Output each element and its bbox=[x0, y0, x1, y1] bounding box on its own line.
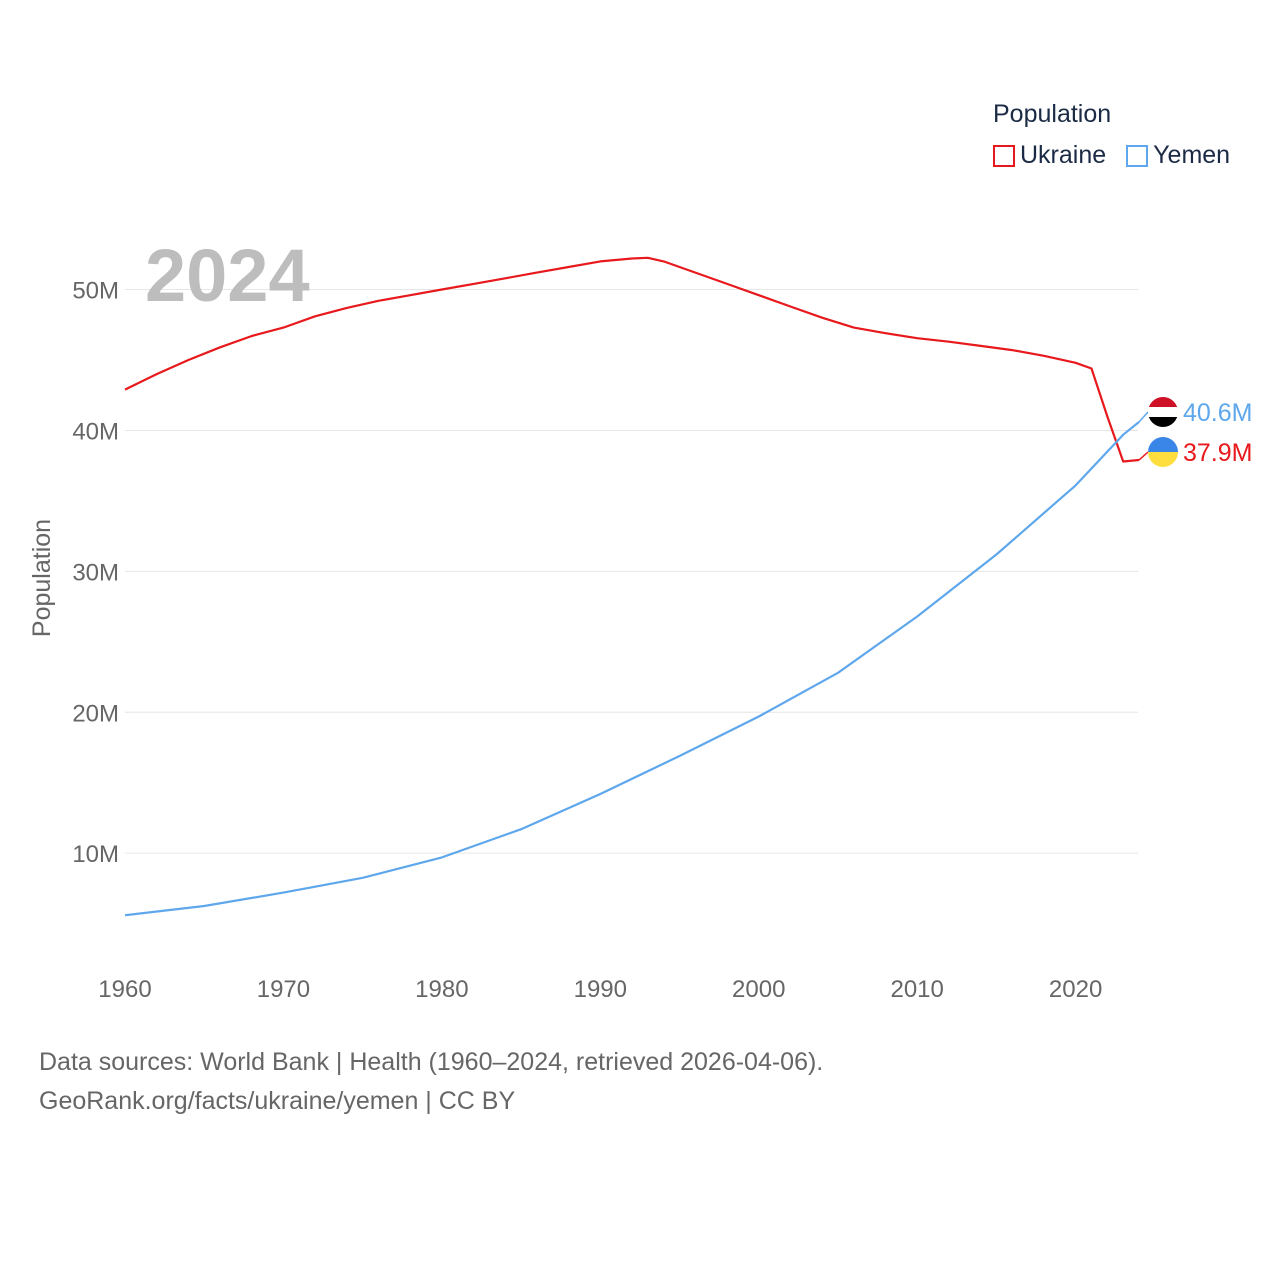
data-sources-text: Data sources: World Bank | Health (1960–… bbox=[39, 1048, 824, 1076]
end-value-label-yemen: 40.6M bbox=[1183, 399, 1252, 427]
y-tick-label: 10M bbox=[72, 841, 119, 868]
y-tick-label: 20M bbox=[72, 700, 119, 727]
yemen-flag-icon bbox=[1148, 397, 1178, 427]
x-tick-label: 1960 bbox=[98, 976, 151, 1003]
footer: Data sources: World Bank | Health (1960–… bbox=[39, 1043, 823, 1121]
legend-title: Population bbox=[993, 100, 1112, 128]
legend-item-yemen[interactable]: Yemen bbox=[1126, 141, 1230, 170]
y-tick-label: 40M bbox=[72, 418, 119, 445]
x-tick-label: 1990 bbox=[574, 976, 627, 1003]
series-line-yemen[interactable] bbox=[124, 421, 1140, 917]
legend-swatch-yemen bbox=[1126, 144, 1149, 167]
legend-label-yemen: Yemen bbox=[1153, 141, 1231, 169]
endpoint-connector bbox=[1138, 451, 1149, 461]
year-watermark: 2024 bbox=[145, 234, 310, 317]
ukraine-flag-icon bbox=[1148, 437, 1178, 467]
x-tick-label: 2000 bbox=[732, 976, 785, 1003]
end-value-label-ukraine: 37.9M bbox=[1183, 439, 1252, 467]
y-tick-label: 50M bbox=[72, 278, 119, 305]
legend-swatch-ukraine bbox=[993, 144, 1015, 167]
x-tick-label: 1970 bbox=[257, 976, 310, 1003]
legend: Population Ukraine Yemen bbox=[993, 100, 1230, 170]
y-tick-label: 30M bbox=[72, 559, 119, 586]
legend-item-ukraine[interactable]: Ukraine bbox=[993, 141, 1106, 170]
source-link[interactable]: GeoRank.org/facts/ukraine/yemen | CC BY bbox=[39, 1087, 516, 1115]
series-line-ukraine[interactable] bbox=[124, 256, 1140, 463]
x-tick-label: 2010 bbox=[890, 976, 943, 1003]
endpoint-connector bbox=[1138, 411, 1149, 423]
legend-label-ukraine: Ukraine bbox=[1020, 141, 1107, 169]
y-axis-title: Population bbox=[28, 519, 56, 637]
x-tick-label: 2020 bbox=[1049, 976, 1102, 1003]
x-tick-label: 1980 bbox=[415, 976, 468, 1003]
